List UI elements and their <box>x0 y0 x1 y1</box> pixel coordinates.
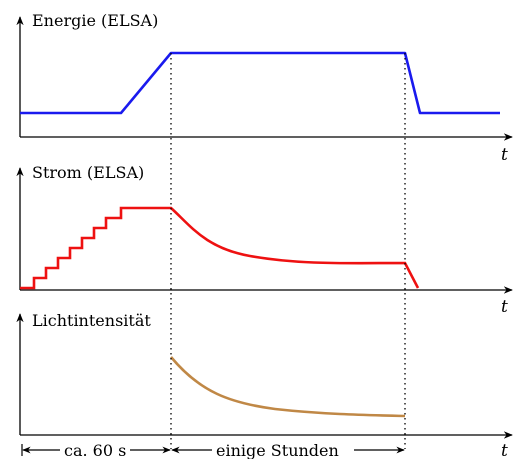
energy-y-label: Energie (ELSA) <box>32 11 158 30</box>
energy-t-label: t <box>501 145 508 165</box>
light-curve <box>169 356 406 418</box>
storage-span-label: einige Stunden <box>216 441 339 459</box>
current-panel: Strom (ELSA) t <box>16 163 513 317</box>
injection-span-label: ca. 60 s <box>64 441 126 459</box>
injection-span: ca. 60 s <box>21 441 171 459</box>
current-curve <box>20 206 420 290</box>
light-t-label: t <box>501 441 508 459</box>
light-panel: Lichtintensität t <box>16 311 513 459</box>
storage-span: einige Stunden <box>171 441 405 459</box>
energy-panel: Energie (ELSA) t <box>16 11 513 165</box>
light-y-label: Lichtintensität <box>32 311 151 330</box>
current-y-label: Strom (ELSA) <box>32 163 144 182</box>
energy-curve <box>20 51 500 115</box>
current-t-label: t <box>501 297 508 317</box>
